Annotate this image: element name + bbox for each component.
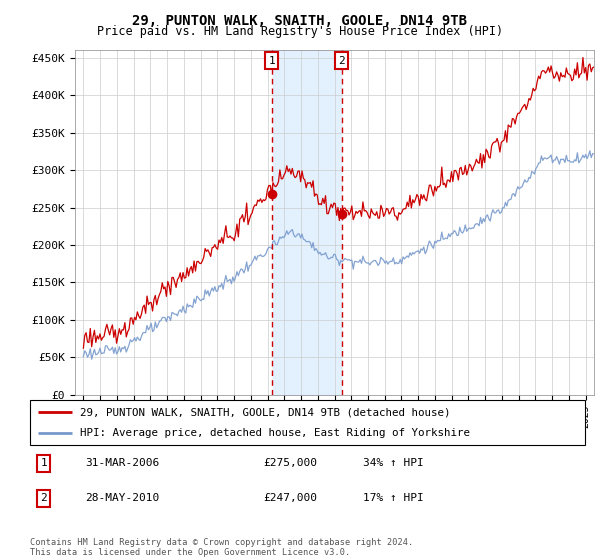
Text: £275,000: £275,000 [263,459,317,468]
Text: 1: 1 [268,55,275,66]
Text: Price paid vs. HM Land Registry's House Price Index (HPI): Price paid vs. HM Land Registry's House … [97,25,503,38]
Text: 31-MAR-2006: 31-MAR-2006 [86,459,160,468]
Text: 2: 2 [41,493,47,503]
Text: Contains HM Land Registry data © Crown copyright and database right 2024.
This d: Contains HM Land Registry data © Crown c… [30,538,413,557]
Text: 1: 1 [41,459,47,468]
FancyBboxPatch shape [30,400,585,445]
Text: 17% ↑ HPI: 17% ↑ HPI [363,493,424,503]
Text: 28-MAY-2010: 28-MAY-2010 [86,493,160,503]
Text: £247,000: £247,000 [263,493,317,503]
Text: HPI: Average price, detached house, East Riding of Yorkshire: HPI: Average price, detached house, East… [80,428,470,438]
Text: 34% ↑ HPI: 34% ↑ HPI [363,459,424,468]
Text: 2: 2 [338,55,345,66]
Text: 29, PUNTON WALK, SNAITH, GOOLE, DN14 9TB: 29, PUNTON WALK, SNAITH, GOOLE, DN14 9TB [133,14,467,28]
Text: 29, PUNTON WALK, SNAITH, GOOLE, DN14 9TB (detached house): 29, PUNTON WALK, SNAITH, GOOLE, DN14 9TB… [80,408,451,418]
